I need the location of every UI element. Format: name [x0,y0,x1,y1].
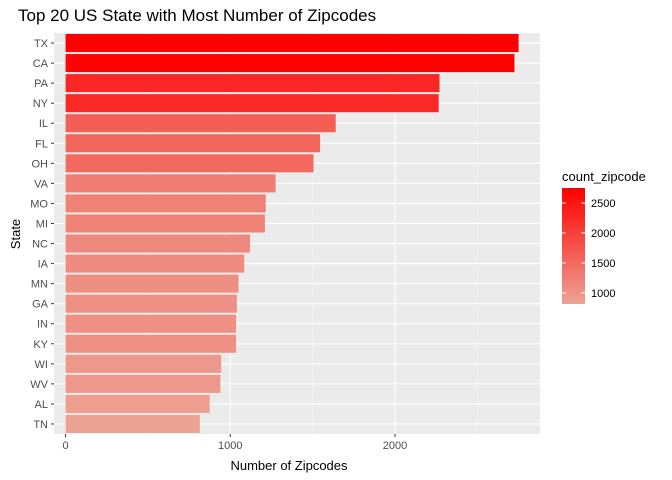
legend-title: count_zipcode [562,169,646,184]
bar-ky [65,334,237,353]
y-tick-label: PA [34,78,49,90]
y-tick-label: IA [38,259,49,271]
y-tick-label: MO [30,198,48,210]
legend-tick-label: 1500 [591,258,615,270]
bar-fl [65,134,321,153]
y-tick-label: TN [33,419,48,431]
bar-ny [65,94,439,113]
bar-ia [65,254,245,273]
bar-va [65,174,276,193]
y-tick-label: WV [30,379,48,391]
x-axis-title: Number of Zipcodes [230,458,348,473]
y-tick-label: MN [31,279,48,291]
y-tick-label: IL [39,118,48,130]
chart-title: Top 20 US State with Most Number of Zipc… [18,6,377,25]
bar-oh [65,154,314,173]
legend-tick-label: 2000 [591,228,615,240]
bar-wv [65,374,221,393]
y-tick-label: NC [32,239,48,251]
y-tick-label: MI [36,218,48,230]
y-axis-title: State [8,219,23,249]
bar-ga [65,294,237,313]
y-tick-label: CA [33,58,49,70]
y-tick-label: TX [34,38,49,50]
plot-panel [54,33,540,434]
bar-tx [65,34,519,53]
bar-ca [65,54,515,73]
bar-tn [65,414,200,433]
bar-mi [65,214,265,233]
bar-in [65,314,237,333]
y-tick-label: OH [32,158,49,170]
bar-il [65,114,336,133]
bar-al [65,394,210,413]
y-tick-label: VA [34,178,49,190]
y-tick-label: FL [35,138,48,150]
legend-colorbar [562,188,585,304]
y-tick-label: WI [35,359,48,371]
y-tick-label: IN [37,319,48,331]
bar-wi [65,354,222,373]
bar-nc [65,234,251,253]
x-tick-label: 1000 [218,440,242,452]
bar-mn [65,274,239,293]
x-tick-label: 0 [62,440,68,452]
y-tick-label: AL [35,399,48,411]
legend-tick-label: 1000 [591,288,615,300]
legend: count_zipcode 1000 1500 2000 2500 [562,169,646,304]
y-tick-label: KY [33,339,48,351]
x-tick-label: 2000 [383,440,407,452]
bar-mo [65,194,266,213]
y-tick-label: GA [32,299,49,311]
bar-pa [65,74,440,93]
y-tick-label: NY [33,98,49,110]
legend-tick-label: 2500 [591,198,615,210]
